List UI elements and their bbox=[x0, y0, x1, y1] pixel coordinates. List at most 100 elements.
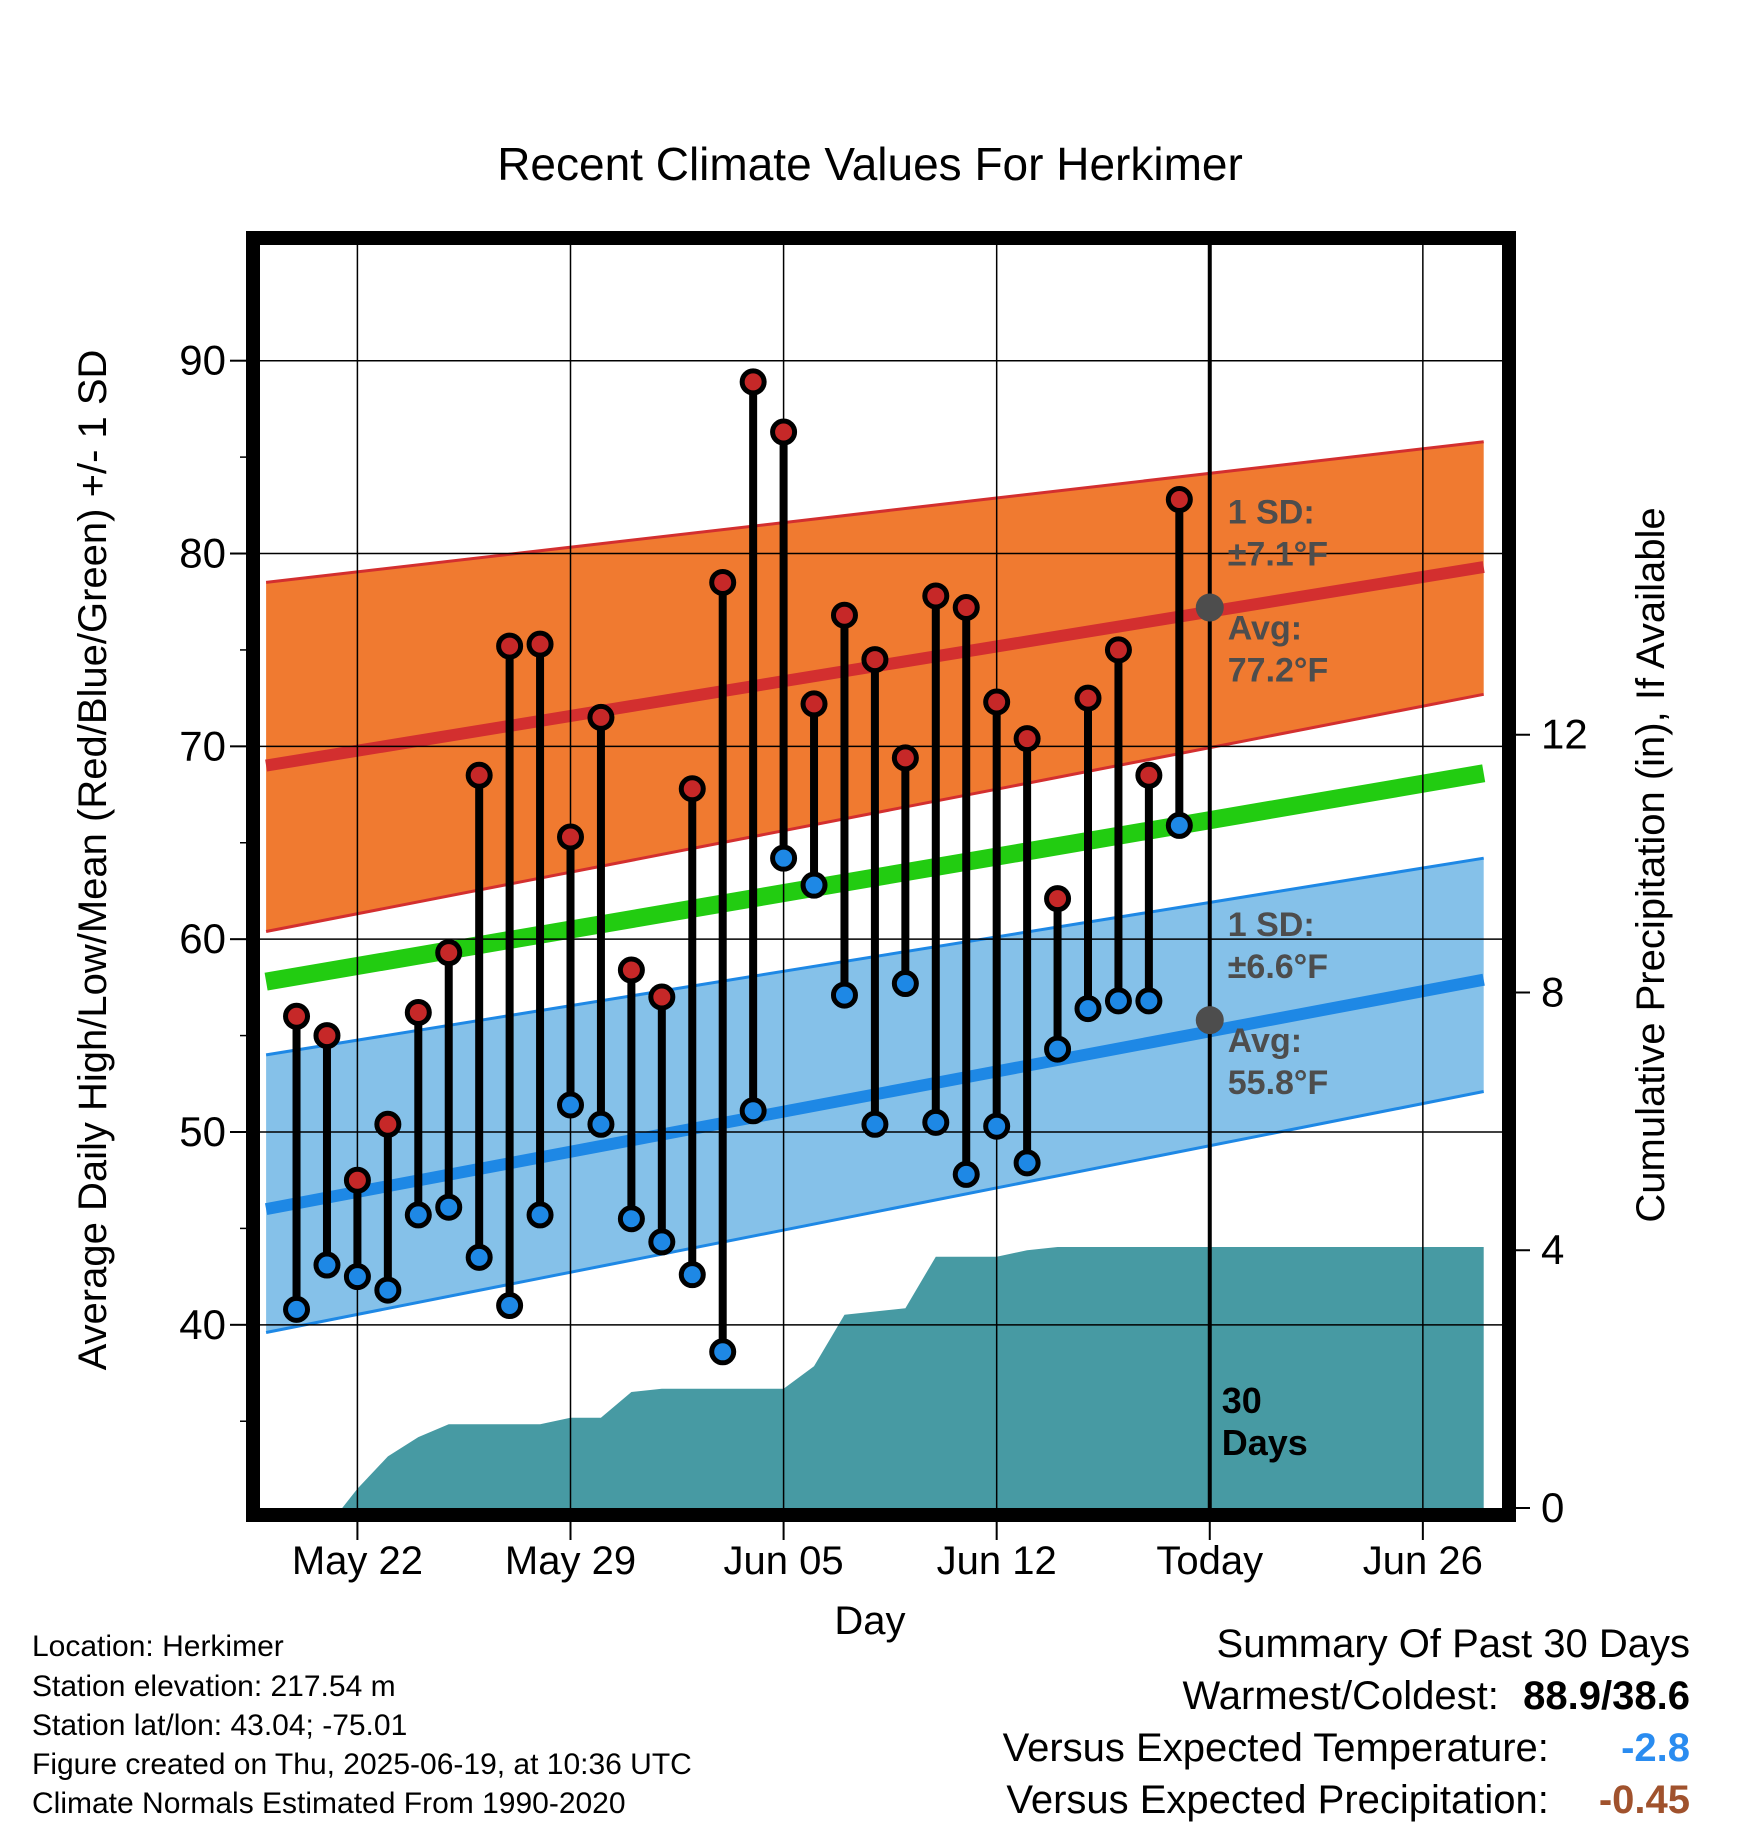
x-tick-label: May 22 bbox=[292, 1539, 423, 1583]
today-label: 30 bbox=[1222, 1380, 1262, 1421]
low-point bbox=[465, 1243, 493, 1271]
daily-range-bars bbox=[292, 381, 1184, 1352]
high-point bbox=[1165, 486, 1193, 514]
low-avg-marker bbox=[1195, 1006, 1224, 1035]
high-point bbox=[587, 703, 615, 731]
low-point bbox=[648, 1228, 676, 1256]
low-point bbox=[983, 1112, 1011, 1140]
high-point bbox=[1013, 725, 1041, 753]
high-point bbox=[374, 1110, 402, 1138]
high-point bbox=[557, 823, 584, 851]
y-tick-label: 80 bbox=[179, 530, 226, 577]
y2-tick-label: 4 bbox=[1541, 1226, 1564, 1273]
low-avg-annotation-value: 55.8°F bbox=[1228, 1064, 1329, 1102]
summary-warmest-coldest: Warmest/Coldest: 88.9/38.6 bbox=[1183, 1674, 1691, 1718]
precip-anomaly-value: -0.45 bbox=[1598, 1778, 1690, 1822]
warmest-coldest-value: 88.9/38.6 bbox=[1523, 1674, 1690, 1718]
low-point bbox=[374, 1276, 402, 1304]
low-point bbox=[496, 1292, 524, 1320]
high-point bbox=[770, 418, 798, 446]
low-point bbox=[830, 981, 858, 1009]
low-point bbox=[404, 1201, 432, 1229]
low-point bbox=[709, 1338, 737, 1366]
high-point bbox=[1135, 761, 1163, 789]
x-tick-label: Jun 12 bbox=[937, 1539, 1057, 1583]
y-tick-label: 70 bbox=[179, 722, 226, 769]
y2-tick-label: 8 bbox=[1541, 968, 1564, 1015]
high-point bbox=[496, 632, 524, 660]
high-avg-annotation-value: 77.2°F bbox=[1228, 652, 1329, 690]
y-tick-label: 90 bbox=[179, 337, 226, 384]
high-point bbox=[739, 368, 767, 396]
summary-heading: Summary Of Past 30 Days bbox=[1216, 1622, 1690, 1666]
axes: 40 50 60 70 80 90 0 4 8 12 May 22 May 29 Jun 05 Jun 1… bbox=[179, 337, 1587, 1583]
temp-anomaly-value: -2.8 bbox=[1621, 1726, 1690, 1770]
plot-border bbox=[246, 231, 1516, 1522]
low-point bbox=[739, 1097, 767, 1125]
y-axis-label: Average Daily High/Low/Mean (Red/Blue/Gr… bbox=[71, 350, 115, 1371]
low-point bbox=[587, 1110, 615, 1138]
high-point bbox=[800, 690, 828, 718]
high-point bbox=[617, 956, 645, 984]
high-point bbox=[283, 1002, 311, 1030]
high-avg-annotation-label: Avg: bbox=[1228, 610, 1302, 648]
low-avg-annotation-label: Avg: bbox=[1228, 1022, 1302, 1060]
y2-tick-label: 12 bbox=[1541, 711, 1588, 758]
low-point bbox=[891, 970, 919, 998]
x-tick-label: Jun 05 bbox=[724, 1539, 844, 1583]
high-point bbox=[526, 630, 554, 658]
low-sd-annotation-label: 1 SD: bbox=[1228, 906, 1315, 944]
info-created: Figure created on Thu, 2025-06-19, at 10… bbox=[32, 1748, 692, 1781]
low-sd-annotation-value: ±6.6°F bbox=[1228, 948, 1328, 986]
y-tick-label: 40 bbox=[179, 1301, 226, 1348]
x-tick-label: Jun 26 bbox=[1363, 1539, 1483, 1583]
info-location: Location: Herkimer bbox=[32, 1630, 284, 1663]
warmest-coldest-label: Warmest/Coldest: bbox=[1182, 1674, 1499, 1718]
low-point bbox=[617, 1205, 645, 1233]
x-tick-label: May 29 bbox=[505, 1539, 636, 1583]
high-point bbox=[465, 761, 493, 789]
high-point bbox=[343, 1166, 371, 1194]
low-point bbox=[1013, 1149, 1041, 1177]
low-point bbox=[861, 1110, 889, 1138]
high-avg-marker bbox=[1195, 593, 1224, 622]
high-point bbox=[1074, 684, 1102, 712]
info-normals: Climate Normals Estimated From 1990-2020 bbox=[32, 1787, 626, 1820]
low-point bbox=[1044, 1035, 1072, 1063]
y-tick-label: 60 bbox=[179, 915, 226, 962]
low-point bbox=[343, 1263, 371, 1291]
high-point bbox=[891, 744, 919, 772]
summary-precipitation: Versus Expected Precipitation: -0.45 bbox=[1006, 1778, 1690, 1822]
low-point bbox=[952, 1160, 980, 1188]
precip-anomaly-label: Versus Expected Precipitation: bbox=[1006, 1778, 1549, 1822]
low-point bbox=[1074, 995, 1102, 1023]
y-tick-label: 50 bbox=[179, 1108, 226, 1155]
low-point bbox=[922, 1108, 950, 1136]
high-sd-annotation-label: 1 SD: bbox=[1228, 494, 1315, 532]
plot-frame bbox=[246, 231, 1516, 1522]
high-point bbox=[678, 775, 706, 803]
high-point bbox=[404, 998, 432, 1026]
low-point bbox=[770, 844, 798, 872]
low-point bbox=[1135, 987, 1163, 1015]
low-point bbox=[800, 871, 828, 899]
low-point bbox=[526, 1201, 554, 1229]
temp-anomaly-label: Versus Expected Temperature: bbox=[1002, 1726, 1549, 1770]
info-elevation: Station elevation: 217.54 m bbox=[32, 1670, 396, 1703]
high-point bbox=[922, 582, 950, 610]
low-point bbox=[313, 1251, 341, 1279]
low-point bbox=[435, 1193, 463, 1221]
high-sd-annotation-value: ±7.1°F bbox=[1228, 536, 1328, 574]
high-point bbox=[983, 688, 1011, 716]
high-plus-sd-line bbox=[265, 440, 1484, 584]
high-point bbox=[861, 646, 889, 674]
x-tick-label: Today bbox=[1156, 1539, 1263, 1583]
y2-axis-label: Cumulative Precipitation (in), If Availa… bbox=[1629, 507, 1673, 1222]
high-point bbox=[952, 594, 980, 622]
chart-title: Recent Climate Values For Herkimer bbox=[497, 138, 1243, 190]
high-point bbox=[830, 601, 858, 629]
high-point bbox=[648, 983, 676, 1011]
high-point bbox=[1044, 885, 1072, 913]
low-point bbox=[557, 1091, 584, 1119]
